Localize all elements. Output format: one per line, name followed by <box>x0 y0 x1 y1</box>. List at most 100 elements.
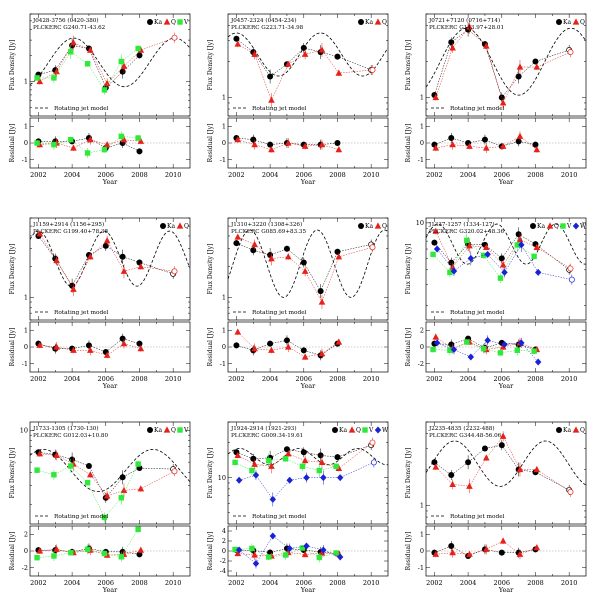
flux-point <box>432 463 440 470</box>
legend-label-q: Q <box>171 427 176 434</box>
flux-point <box>533 63 541 70</box>
flux-point <box>301 456 309 464</box>
flux-point <box>301 50 309 57</box>
legend-label-w: W <box>382 427 389 434</box>
flux-series-w <box>235 457 377 507</box>
x-tick-label: 2010 <box>165 579 182 587</box>
legend-label-q: Q <box>184 223 189 230</box>
flux-point <box>53 256 60 264</box>
residual-point <box>533 146 541 153</box>
residual-point <box>103 141 111 148</box>
flux-point <box>68 463 74 469</box>
residual-point <box>267 340 274 347</box>
residual-y-tick-label: 0 <box>420 139 424 147</box>
legend-marker-v <box>177 427 183 433</box>
residual-point <box>299 545 306 551</box>
legend: Q Ka <box>358 18 387 26</box>
residual-y-tick-label: -1 <box>418 564 424 572</box>
flux-point <box>53 68 60 75</box>
flux-point <box>250 455 257 462</box>
flux-plot-frame <box>425 217 587 321</box>
flux-point <box>250 247 257 254</box>
flux-point <box>233 35 240 42</box>
flux-point <box>484 250 491 258</box>
flux-point <box>300 44 307 51</box>
flux-series-line <box>236 242 372 292</box>
source-planck-id: PLCKERC G240.71-43.62 <box>33 25 106 31</box>
legend-label-v: V <box>566 223 572 230</box>
x-tick-label: 2010 <box>363 579 380 587</box>
flux-series-line <box>434 233 570 270</box>
residual-point <box>282 552 289 558</box>
residual-point <box>318 549 326 556</box>
residual-y-tick-label: -1 <box>220 360 226 368</box>
x-tick-label: 2008 <box>131 375 148 383</box>
residual-point <box>466 550 473 557</box>
residual-series-q <box>36 338 145 359</box>
flux-point <box>498 442 505 449</box>
legend-label-ka: Ka <box>563 427 571 434</box>
residual-y-tick-label: 1 <box>222 327 226 335</box>
model-legend-label: Rotating jet model <box>54 514 109 520</box>
legend: Q Ka <box>160 222 189 230</box>
flux-series-v <box>34 459 141 523</box>
residual-point <box>318 141 326 148</box>
x-tick-label: 2008 <box>527 579 544 587</box>
panel-6: 2002 2004 2006 2008 2010 Year 10 Flux Density [… <box>405 217 587 390</box>
residual-point <box>137 546 145 553</box>
residual-y-tick-label: -1 <box>22 156 28 164</box>
residual-y-tick-label: -1 <box>220 156 226 164</box>
legend-label-q: Q <box>382 223 387 230</box>
legend: W VQ Ka <box>332 426 389 434</box>
flux-point <box>268 254 275 262</box>
flux-series-q <box>432 227 574 274</box>
residual-point <box>335 338 343 345</box>
residual-y-tick-label: -1 <box>22 360 28 368</box>
flux-point <box>497 275 504 281</box>
legend-label-v: V <box>183 19 189 26</box>
residual-y-axis-label: Residual [Jy] <box>405 532 412 571</box>
flux-series-q <box>36 32 178 89</box>
residual-point <box>286 545 293 552</box>
residual-point <box>318 350 326 357</box>
flux-series-line <box>434 29 570 99</box>
flux-point <box>103 79 111 87</box>
flux-point-open <box>370 459 377 466</box>
residual-point <box>481 136 488 143</box>
residual-point <box>430 346 436 353</box>
legend-marker-q <box>163 426 171 433</box>
residual-point <box>51 553 57 559</box>
model-legend-label: Rotating jet model <box>54 106 109 112</box>
flux-point <box>449 480 456 488</box>
flux-point <box>516 63 524 70</box>
residual-point <box>34 554 40 561</box>
legend-marker-ka <box>147 19 153 25</box>
source-name: J1733-1305 (1730-130) <box>32 425 99 432</box>
residual-point <box>120 340 128 347</box>
residual-y-tick-label: 4 <box>222 527 226 535</box>
flux-point <box>318 298 326 305</box>
model-legend-label: Rotating jet model <box>54 310 109 316</box>
flux-point-open <box>567 265 574 272</box>
residual-y-tick-label: 0 <box>222 547 226 555</box>
flux-point-open <box>369 439 376 446</box>
flux-series-q <box>234 40 376 108</box>
flux-point <box>69 456 76 463</box>
flux-point <box>336 474 344 482</box>
flux-point <box>499 99 507 106</box>
flux-point <box>268 96 275 103</box>
x-axis-label: Year <box>102 178 118 186</box>
rotating-jet-model-curve <box>426 27 586 96</box>
flux-point <box>318 458 326 466</box>
residual-y-tick-label: 0 <box>24 343 28 351</box>
residual-point <box>499 537 507 544</box>
flux-point <box>101 514 108 521</box>
flux-point <box>466 482 473 489</box>
source-name: J1337-1257 (1334-127) <box>428 221 495 228</box>
residual-point <box>303 542 310 550</box>
flux-series-ka <box>233 35 375 84</box>
flux-point <box>36 230 44 237</box>
residual-y-tick-label: 2 <box>420 327 424 335</box>
legend-marker-v <box>362 427 368 433</box>
